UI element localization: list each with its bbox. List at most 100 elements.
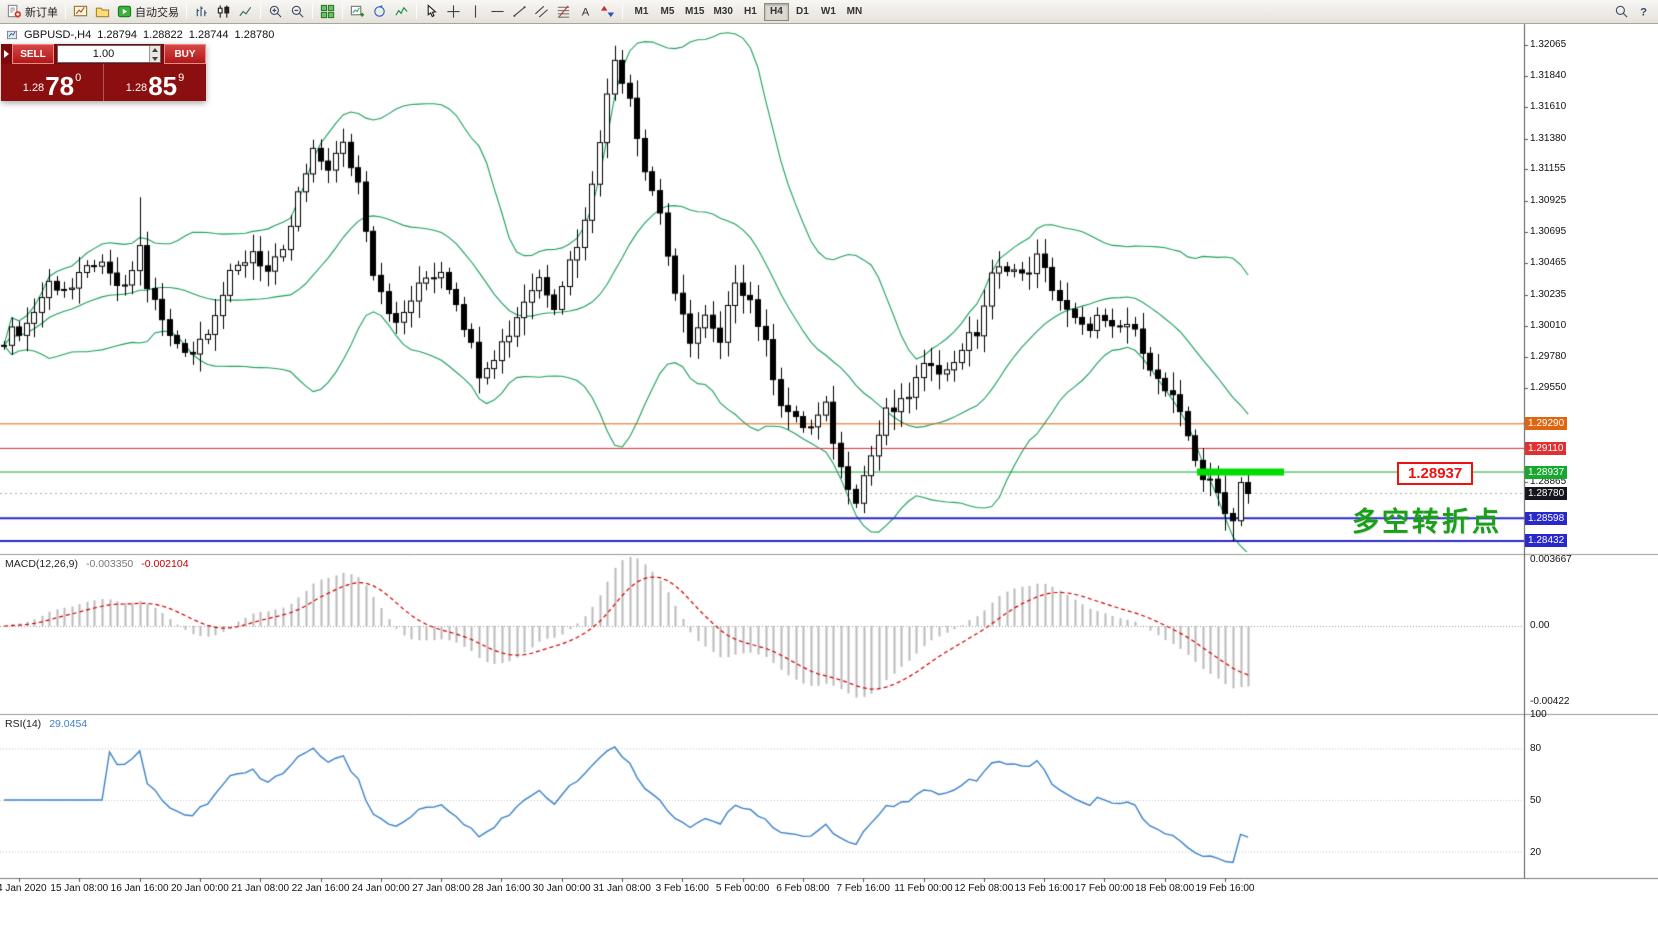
- sell-button[interactable]: SELL: [12, 44, 54, 64]
- indicators-button[interactable]: [391, 2, 412, 22]
- volume-spinner: [149, 46, 160, 62]
- price-axis-tick: 1.31380: [1530, 132, 1567, 144]
- cursor-button[interactable]: [421, 2, 442, 22]
- buy-price-sup: 9: [178, 72, 185, 84]
- price-line-label: 1.29290: [1525, 417, 1568, 431]
- symbol-ohlc-label: GBPUSD-,H4 1.28794 1.28822 1.28744 1.287…: [6, 29, 274, 41]
- chart-annotation-text[interactable]: 多空转折点: [1352, 507, 1502, 537]
- help-button[interactable]: ?: [1633, 2, 1654, 22]
- price-axis-tick: 1.30925: [1530, 194, 1567, 206]
- toolbar-separator: [622, 4, 623, 19]
- timeframe-mn-button[interactable]: MN: [842, 3, 867, 21]
- channel-icon: [535, 5, 548, 18]
- buy-price-button[interactable]: 1.28 85 9: [104, 64, 206, 101]
- cursor-icon: [427, 4, 437, 18]
- chart-icon: [7, 30, 17, 40]
- rsi-value: 29.0454: [49, 718, 88, 730]
- timeframe-d1-button[interactable]: D1: [790, 3, 815, 21]
- new-order-button[interactable]: 新订单: [4, 2, 61, 22]
- volume-input[interactable]: 1.00: [57, 45, 161, 63]
- timeframe-h1-button[interactable]: H1: [738, 3, 763, 21]
- zoom-in-icon: [269, 5, 282, 18]
- time-axis-label: 3 Feb 16:00: [655, 883, 709, 894]
- crosshair-button[interactable]: [443, 2, 464, 22]
- indicators-icon: [395, 6, 408, 16]
- arrow-tools-icon: [600, 5, 615, 18]
- new-order-icon: [7, 4, 21, 18]
- timeframe-m1-button[interactable]: M1: [629, 3, 654, 21]
- profiles-icon: [95, 7, 110, 18]
- help-icon: ?: [1640, 6, 1647, 18]
- time-axis-label: 19 Feb 16:00: [1195, 883, 1255, 894]
- price-axis-tick: 1.31610: [1530, 101, 1567, 113]
- bar-chart-button[interactable]: [191, 2, 212, 22]
- timeframe-m5-button[interactable]: M5: [655, 3, 680, 21]
- macd-axis-tick: 0.00: [1530, 620, 1550, 631]
- price-axis-tick: 1.31155: [1530, 163, 1566, 175]
- collapse-trade-panel-icon[interactable]: [1, 44, 12, 64]
- buy-button[interactable]: BUY: [164, 44, 206, 64]
- timeframe-h4-button[interactable]: H4: [763, 2, 789, 21]
- bid-price-label: 1.28780: [1525, 486, 1568, 500]
- bar-chart-icon: [196, 6, 207, 17]
- search-button[interactable]: [1611, 2, 1632, 22]
- time-axis-label: 7 Feb 16:00: [836, 883, 890, 894]
- timeframe-w1-button[interactable]: W1: [816, 3, 841, 21]
- tile-windows-icon: [320, 4, 335, 19]
- price-line-label: 1.28432: [1525, 534, 1568, 548]
- price-axis-tick: 1.29550: [1530, 382, 1567, 394]
- sell-price-big: 78: [45, 71, 75, 101]
- trendline-button[interactable]: [509, 2, 530, 22]
- text-tool-glyph: A: [582, 6, 590, 18]
- charts-menu-button[interactable]: [70, 2, 91, 22]
- price-axis-tick: 1.30695: [1530, 226, 1567, 238]
- cycles-button[interactable]: [369, 2, 390, 22]
- fibonacci-button[interactable]: [553, 2, 574, 22]
- profiles-button[interactable]: [92, 2, 113, 22]
- line-chart-icon: [239, 6, 252, 17]
- macd-main-value: -0.003350: [85, 558, 134, 570]
- tile-windows-button[interactable]: [317, 2, 338, 22]
- sell-price-button[interactable]: 1.28 78 0: [1, 64, 104, 101]
- rsi-name: RSI(14): [5, 718, 42, 730]
- arrow-tools-button[interactable]: [597, 2, 618, 22]
- time-axis-label: 18 Feb 08:00: [1135, 883, 1195, 894]
- volume-increase-icon[interactable]: [150, 46, 160, 54]
- price-axis-tick: 1.31840: [1530, 69, 1567, 81]
- toolbar-separator: [260, 4, 261, 19]
- candlestick-chart-icon: [217, 5, 230, 18]
- candlestick-chart-button[interactable]: [213, 2, 234, 22]
- toolbar: 新订单 自动交易 A M1 M5 M15 M30 H1 H4 D1 W1 MN ?: [0, 0, 1658, 24]
- new-chart-icon: [350, 5, 365, 17]
- price-callout[interactable]: 1.28937: [1397, 462, 1474, 485]
- zoom-out-button[interactable]: [287, 2, 308, 22]
- channel-button[interactable]: [531, 2, 552, 22]
- timeframe-m30-button[interactable]: M30: [709, 3, 736, 21]
- new-order-label: 新订单: [25, 6, 58, 19]
- timeframe-m15-button[interactable]: M15: [681, 3, 708, 21]
- toolbar-separator: [186, 4, 187, 19]
- new-chart-button[interactable]: [347, 2, 368, 22]
- zoom-in-button[interactable]: [265, 2, 286, 22]
- charts-menu-icon: [73, 5, 88, 17]
- volume-decrease-icon[interactable]: [150, 54, 160, 62]
- macd-name: MACD(12,26,9): [5, 558, 78, 570]
- autotrading-button[interactable]: 自动交易: [114, 2, 182, 22]
- vertical-line-button[interactable]: [465, 2, 486, 22]
- time-axis-label: 13 Feb 16:00: [1014, 883, 1074, 894]
- buy-price-prefix: 1.28: [125, 82, 148, 94]
- horizontal-line-button[interactable]: [487, 2, 508, 22]
- rsi-axis-tick: 50: [1530, 795, 1542, 806]
- price-line-label: 1.28598: [1525, 511, 1568, 525]
- toolbar-separator: [342, 4, 343, 19]
- line-chart-button[interactable]: [235, 2, 256, 22]
- sell-price-sup: 0: [75, 72, 82, 84]
- time-axis-label: 22 Jan 16:00: [291, 883, 350, 894]
- horizontal-line-icon: [491, 10, 504, 13]
- time-axis-label: 16 Jan 16:00: [110, 883, 169, 894]
- trendline-icon: [513, 6, 526, 17]
- price-line-label: 1.29110: [1525, 441, 1567, 455]
- text-button[interactable]: A: [575, 2, 596, 22]
